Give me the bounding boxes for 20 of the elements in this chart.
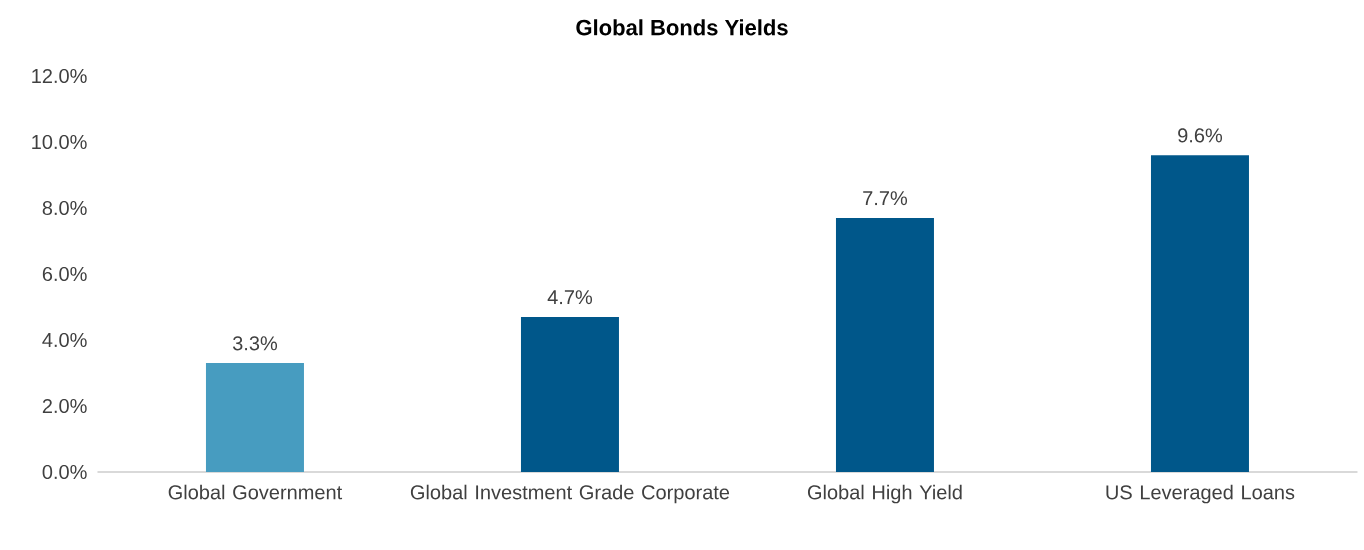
y-tick-label: 10.0%	[32, 134, 87, 150]
x-tick-label: US Leveraged Loans	[1106, 484, 1295, 504]
data-label: 9.6%	[1178, 128, 1223, 143]
bar	[1150, 155, 1249, 472]
y-tick-label: 12.0%	[32, 68, 87, 84]
x-tick-label: Global High Yield	[807, 484, 962, 504]
y-tick-label: 2.0%	[42, 398, 87, 414]
x-tick-label: Global Government	[168, 484, 343, 500]
y-tick-label: 0.0%	[42, 464, 87, 480]
y-tick-label: 4.0%	[42, 332, 87, 348]
data-label: 7.7%	[863, 191, 908, 206]
y-tick-label: 6.0%	[42, 266, 87, 282]
y-tick-label: 8.0%	[42, 200, 87, 216]
x-tick-label: Global Investment Grade Corporate	[410, 484, 730, 504]
bar	[520, 316, 619, 472]
bar	[205, 363, 304, 472]
data-label: 4.7%	[547, 290, 593, 305]
bar	[835, 217, 934, 472]
chart-title: Global Bonds Yields	[576, 19, 788, 36]
data-label: 3.3%	[232, 336, 278, 351]
